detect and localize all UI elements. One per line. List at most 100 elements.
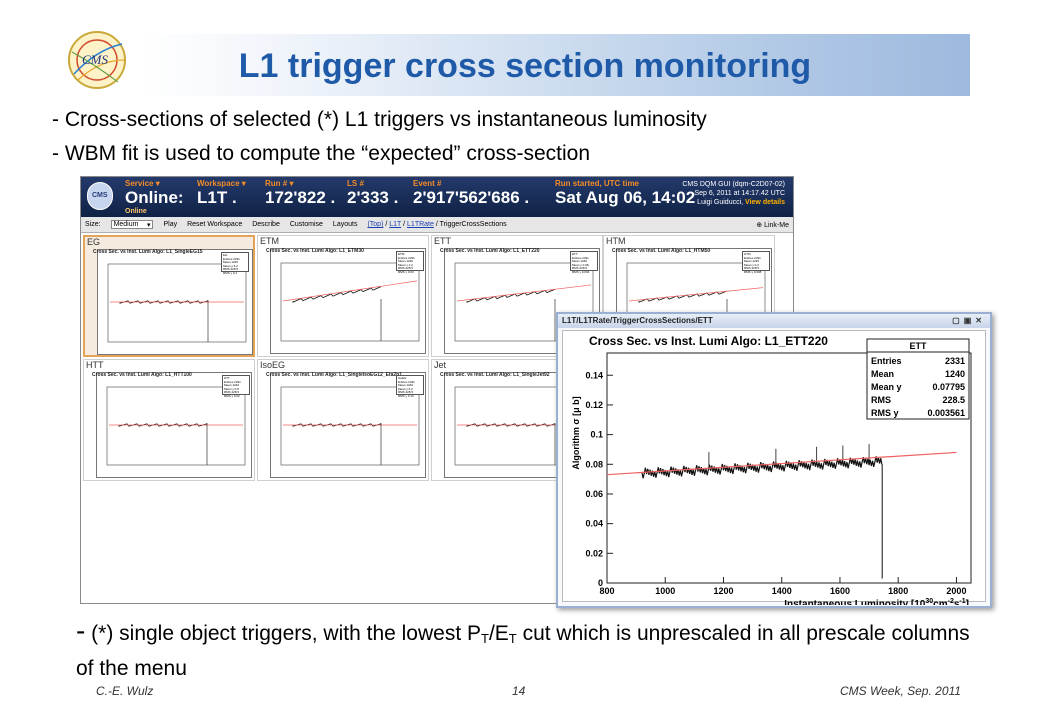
panel-stats-row: EG <box>223 253 228 257</box>
panel-plot-svg <box>107 263 247 343</box>
panel-stats-box: HTT Entries 2331 Mean 1240 Mean y 0.8 RMS 22… <box>222 375 250 398</box>
run-label[interactable]: Run # ▾ <box>265 179 294 188</box>
stats-box-key: RMS y <box>871 408 899 418</box>
x-axis-label: Instantaneous Luminosity [1030cm-2s-1] <box>784 598 969 605</box>
y-tick-label: 0.04 <box>585 519 603 529</box>
panel-plot-title: Cross Sec. vs Inst. Lumi Algo: L1_HTT100 <box>92 372 192 378</box>
title-bar: L1 trigger cross section monitoring <box>140 34 970 96</box>
stats-box <box>866 338 970 420</box>
panel-stats-row: Mean y 0.08 <box>572 262 589 267</box>
dqm-info: CMS DQM GUI (dqm-C2D07-02) Sep 6, 2011 a… <box>682 180 785 207</box>
panel-stats-row: Mean 1240 <box>398 383 414 388</box>
y-tick-label: 0.02 <box>585 548 603 558</box>
panel-label: EG <box>87 237 101 247</box>
describe-button[interactable]: Describe <box>252 221 280 228</box>
stats-box-value: 228.5 <box>942 395 965 405</box>
panel-stats-row: Entries 2331 <box>223 256 240 261</box>
service-sub: Online <box>125 208 147 215</box>
panel-stats-box: ETT Entries 2331 Mean 1240 Mean y 0.08 RMS 2… <box>570 251 598 274</box>
gui-header: CMS Service ▾ Online: Online Workspace ▾… <box>81 177 793 217</box>
panel-stats-row: Entries 2331 <box>744 255 761 260</box>
chevron-down-icon: ▾ <box>146 222 151 229</box>
panel-plot-svg <box>280 386 420 466</box>
x-axis-label-exp: 30 <box>925 598 933 605</box>
panel-stats-row: RMS y 0.004 <box>572 269 590 274</box>
x-axis-label-tail-exp: -1 <box>959 598 965 605</box>
size-value: Medium <box>113 221 139 228</box>
stats-box-key: Entries <box>871 356 902 366</box>
panel-plot-title: Cross Sec. vs Inst. Lumi Algo: L1_HTM50 <box>612 248 711 254</box>
customise-button[interactable]: Customise <box>289 221 323 228</box>
panel-axes <box>280 262 420 342</box>
panel-plot-title: Cross Sec. vs Inst. Lumi Algo: L1_Single… <box>440 372 550 378</box>
breadcrumb-l1t[interactable]: L1T <box>389 221 402 228</box>
panel-plot-svg <box>280 262 420 342</box>
fit-line <box>606 451 957 476</box>
stats-box-key: Mean <box>871 369 894 379</box>
panel-stats-row: Mean y 0.8 <box>224 386 239 391</box>
plot-popup-window[interactable]: L1T/L1TRate/TriggerCrossSections/ETT ▢▣✕… <box>556 312 992 608</box>
ls-label: LS # <box>347 179 364 188</box>
y-tick-label: 0.14 <box>585 370 603 380</box>
workspace-label[interactable]: Workspace ▾ <box>197 179 246 188</box>
breadcrumb-top[interactable]: (Top) <box>367 221 384 228</box>
x-axis-label-bracket: ] <box>966 599 969 605</box>
stats-box-key: RMS <box>871 395 891 405</box>
panel-label: IsoEG <box>260 360 286 370</box>
event-label: Event # <box>413 179 442 188</box>
panel-plot-svg <box>454 262 594 342</box>
panel-stats-row: ETM <box>398 252 405 256</box>
stats-box-value: 2331 <box>945 356 965 366</box>
service-label[interactable]: Service ▾ <box>125 179 160 188</box>
panel-plot-title: Cross Sec. vs Inst. Lumi Algo: L1_ETT220 <box>440 248 540 254</box>
panel-stats-box: ETM Entries 2331 Mean 1240 Mean y 1.2 RMS 22… <box>396 251 424 274</box>
plot-panel-htt[interactable]: HTT Cross Sec. vs Inst. Lumi Algo: L1_HTT… <box>83 359 255 481</box>
y-tick-label: 0.06 <box>585 489 603 499</box>
x-tick-label: 1600 <box>830 586 850 596</box>
x-tick-label: 1200 <box>713 586 733 596</box>
window-controls-icon[interactable]: ▢▣✕ <box>952 316 986 325</box>
reset-workspace-button[interactable]: Reset Workspace <box>187 221 243 228</box>
panel-stats-row: RMS 228.5 <box>224 390 240 395</box>
bullet-1: - Cross-sections of selected (*) L1 trig… <box>52 108 707 131</box>
panel-stats-row: RMS y 0.02 <box>224 393 240 398</box>
popup-title: L1T/L1TRate/TriggerCrossSections/ETT <box>562 316 713 325</box>
panel-axes <box>454 262 594 342</box>
breadcrumb-l1trate[interactable]: L1TRate <box>407 221 434 228</box>
panel-fit-line <box>628 287 764 302</box>
ls-value: 2'333 . <box>347 188 399 207</box>
plot-panel-eg[interactable]: EG Cross Sec. vs Inst. Lumi Algo: L1_Sing… <box>83 235 255 357</box>
plot-panel-isoeg[interactable]: IsoEG Cross Sec. vs Inst. Lumi Algo: L1_S… <box>257 359 429 481</box>
run-started-label: Run started, UTC time <box>555 179 640 188</box>
play-button[interactable]: Play <box>163 221 178 228</box>
layouts-button[interactable]: Layouts <box>332 221 358 228</box>
panel-stats-row: Mean y 6.2 <box>398 386 413 391</box>
chart-title: Cross Sec. vs Inst. Lumi Algo: L1_ETT220 <box>589 334 828 348</box>
link-me-button[interactable]: ⊕ Link-Me <box>756 221 789 229</box>
popup-titlebar[interactable]: L1T/L1TRate/TriggerCrossSections/ETT ▢▣✕ <box>558 314 990 328</box>
stats-box-name: ETT <box>910 341 928 351</box>
bullet-2: - WBM fit is used to compute the “expect… <box>52 142 591 165</box>
panel-stats-row: Entries 2331 <box>398 379 415 384</box>
plot-grid: EG Cross Sec. vs Inst. Lumi Algo: L1_Sing… <box>81 233 793 603</box>
y-tick-label: 0.12 <box>585 400 603 410</box>
plot-panel-etm[interactable]: ETM Cross Sec. vs Inst. Lumi Algo: L1_ETM… <box>257 235 429 357</box>
panel-stats-row: Mean 1240 <box>572 259 588 264</box>
view-details-link[interactable]: View details <box>745 199 785 206</box>
panel-label: HTM <box>606 236 626 246</box>
footnote-sub2: T <box>508 631 517 646</box>
panel-stats-row: RMS y 0.008 <box>744 269 762 274</box>
size-select[interactable]: Medium ▾ <box>110 220 154 229</box>
panel-fit-line <box>456 284 592 302</box>
y-tick-label: 0 <box>598 578 603 588</box>
panel-stats-row: HTT <box>224 376 230 380</box>
stats-box-value: 0.003561 <box>927 408 965 418</box>
footnote-sub1: T <box>481 631 489 646</box>
panel-stats-row: ETT <box>572 252 578 256</box>
footnote-dash: - <box>76 615 86 646</box>
panel-axes <box>107 263 247 343</box>
dqm-time: Sep 6, 2011 at 14:17.42 UTC <box>694 190 785 197</box>
panel-stats-row: Mean y 0.3 <box>744 262 759 267</box>
dqm-gui-screenshot: CMS Service ▾ Online: Online Workspace ▾… <box>80 176 794 604</box>
workspace-value: L1T . <box>197 188 237 207</box>
